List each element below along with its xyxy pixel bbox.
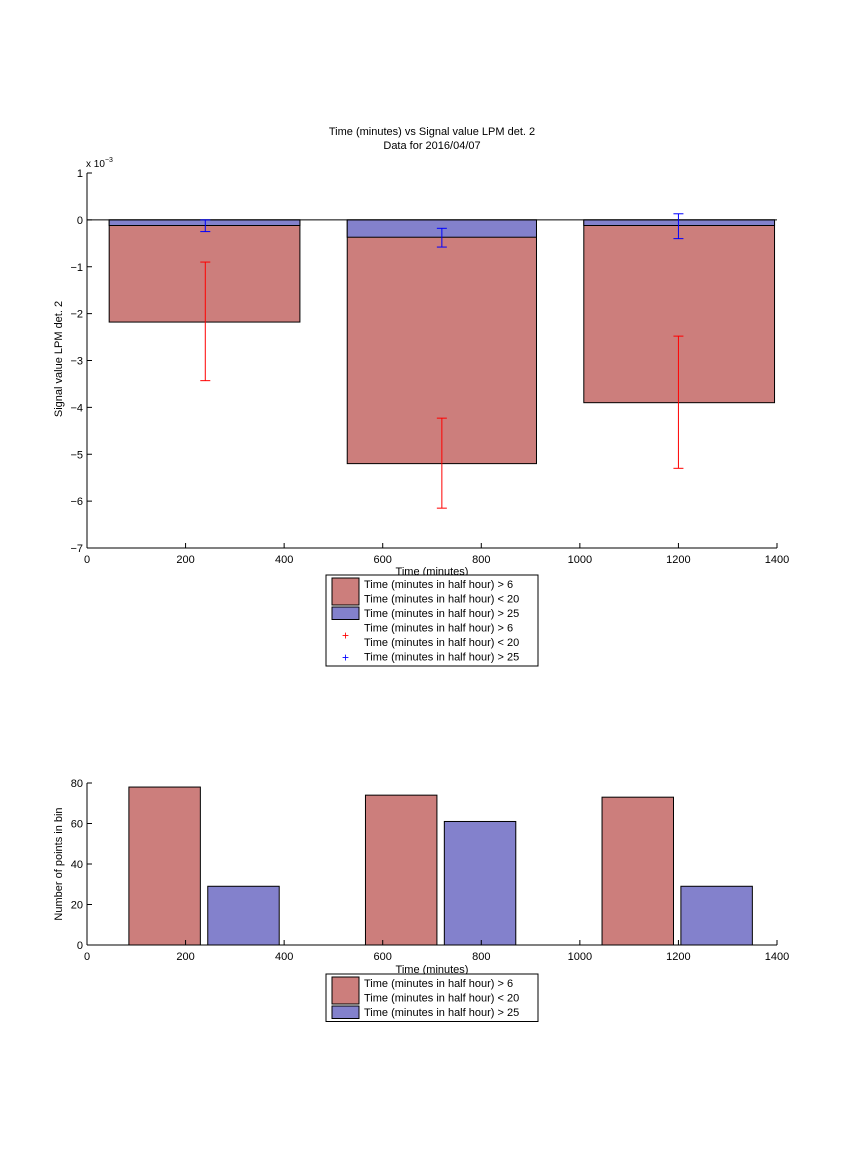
- y-tick-label: 1: [77, 168, 83, 180]
- bar-red: [583, 219, 776, 404]
- y-tick-label: 80: [71, 778, 83, 790]
- x-tick-label: 800: [472, 951, 490, 963]
- signal-errorbars: [200, 213, 684, 509]
- x-tick-label: 1000: [568, 554, 592, 566]
- x-tick-label: 400: [275, 951, 293, 963]
- bar-red: [128, 786, 201, 946]
- y-tick-label: −1: [70, 262, 83, 274]
- signal-chart: Time (minutes) vs Signal value LPM det. …: [53, 126, 789, 667]
- x-tick-label: 200: [176, 554, 194, 566]
- x-tick-label: 1000: [568, 951, 592, 963]
- x-tick-label: 1200: [666, 951, 690, 963]
- y-tick-label: −5: [70, 449, 83, 461]
- legend-entry-label: Time (minutes in half hour) > 25: [364, 652, 519, 664]
- bar-red: [601, 796, 674, 946]
- signal-axes: 0 200 400 600 800 1000 1200 1400 1 0 −1 −2 −3 −4 −5 −6 −…: [70, 168, 789, 566]
- legend-entry-label: Time (minutes in half hour) > 6: [364, 978, 513, 990]
- y-axis-label: Signal value LPM det. 2: [53, 301, 65, 417]
- signal-legend: Time (minutes in half hour) > 6 Time (min…: [325, 574, 539, 667]
- x-tick-label: 600: [374, 554, 392, 566]
- legend-entry-label: Time (minutes in half hour) > 25: [364, 608, 519, 620]
- bar-blue: [108, 219, 301, 226]
- y-multiplier-base: x 10: [86, 159, 105, 170]
- y-tick-label: 0: [77, 940, 83, 952]
- signal-bars: [108, 219, 776, 465]
- legend-marker-red: +: [342, 629, 349, 643]
- x-tick-label: 1200: [666, 554, 690, 566]
- legend-entry-label: Time (minutes in half hour) > 25: [364, 1007, 519, 1019]
- bar-blue: [583, 219, 776, 226]
- bar-blue: [207, 885, 280, 946]
- y-multiplier-label: x 10−3: [86, 157, 113, 170]
- bar-blue: [443, 820, 517, 946]
- y-axis-label: Number of points in bin: [53, 807, 65, 920]
- y-multiplier-exponent: −3: [105, 157, 113, 164]
- y-tick-label: −2: [70, 309, 83, 321]
- y-tick-label: −4: [70, 402, 83, 414]
- chart-title: Time (minutes) vs Signal value LPM det. …: [329, 126, 535, 138]
- x-tick-label: 1400: [765, 554, 789, 566]
- legend-swatch-red: [331, 577, 360, 606]
- bar-red: [364, 794, 438, 946]
- legend-swatch-red: [331, 976, 360, 1005]
- legend-box: [325, 574, 539, 667]
- x-tick-label: 0: [84, 554, 90, 566]
- legend-entry-label: Time (minutes in half hour) < 20: [364, 637, 519, 649]
- count-bars: [128, 786, 753, 946]
- y-tick-label: 60: [71, 819, 83, 831]
- chart-subtitle: Data for 2016/04/07: [383, 140, 480, 152]
- y-tick-label: 40: [71, 859, 83, 871]
- y-tick-label: −3: [70, 356, 83, 368]
- legend-entry-label: Time (minutes in half hour) < 20: [364, 993, 519, 1005]
- bar-red: [108, 219, 301, 323]
- x-axis-label: Time (minutes): [396, 964, 469, 976]
- bar-blue: [680, 885, 753, 946]
- y-tick-label: 20: [71, 900, 83, 912]
- legend-swatch-blue: [331, 1005, 360, 1019]
- count-legend: Time (minutes in half hour) > 6 Time (min…: [325, 973, 539, 1022]
- legend-swatch-blue: [331, 606, 360, 620]
- legend-box: [325, 973, 539, 1022]
- x-tick-label: 200: [176, 951, 194, 963]
- legend-entry-label: Time (minutes in half hour) < 20: [364, 594, 519, 606]
- x-tick-label: 400: [275, 554, 293, 566]
- y-tick-label: −7: [70, 543, 83, 555]
- x-tick-label: 1400: [765, 951, 789, 963]
- legend-marker-blue: +: [342, 650, 349, 664]
- y-tick-label: 0: [77, 215, 83, 227]
- y-tick-label: −6: [70, 496, 83, 508]
- legend-entry-label: Time (minutes in half hour) > 6: [364, 623, 513, 635]
- x-tick-label: 600: [374, 951, 392, 963]
- x-tick-label: 800: [472, 554, 490, 566]
- x-tick-label: 0: [84, 951, 90, 963]
- legend-entry-label: Time (minutes in half hour) > 6: [364, 579, 513, 591]
